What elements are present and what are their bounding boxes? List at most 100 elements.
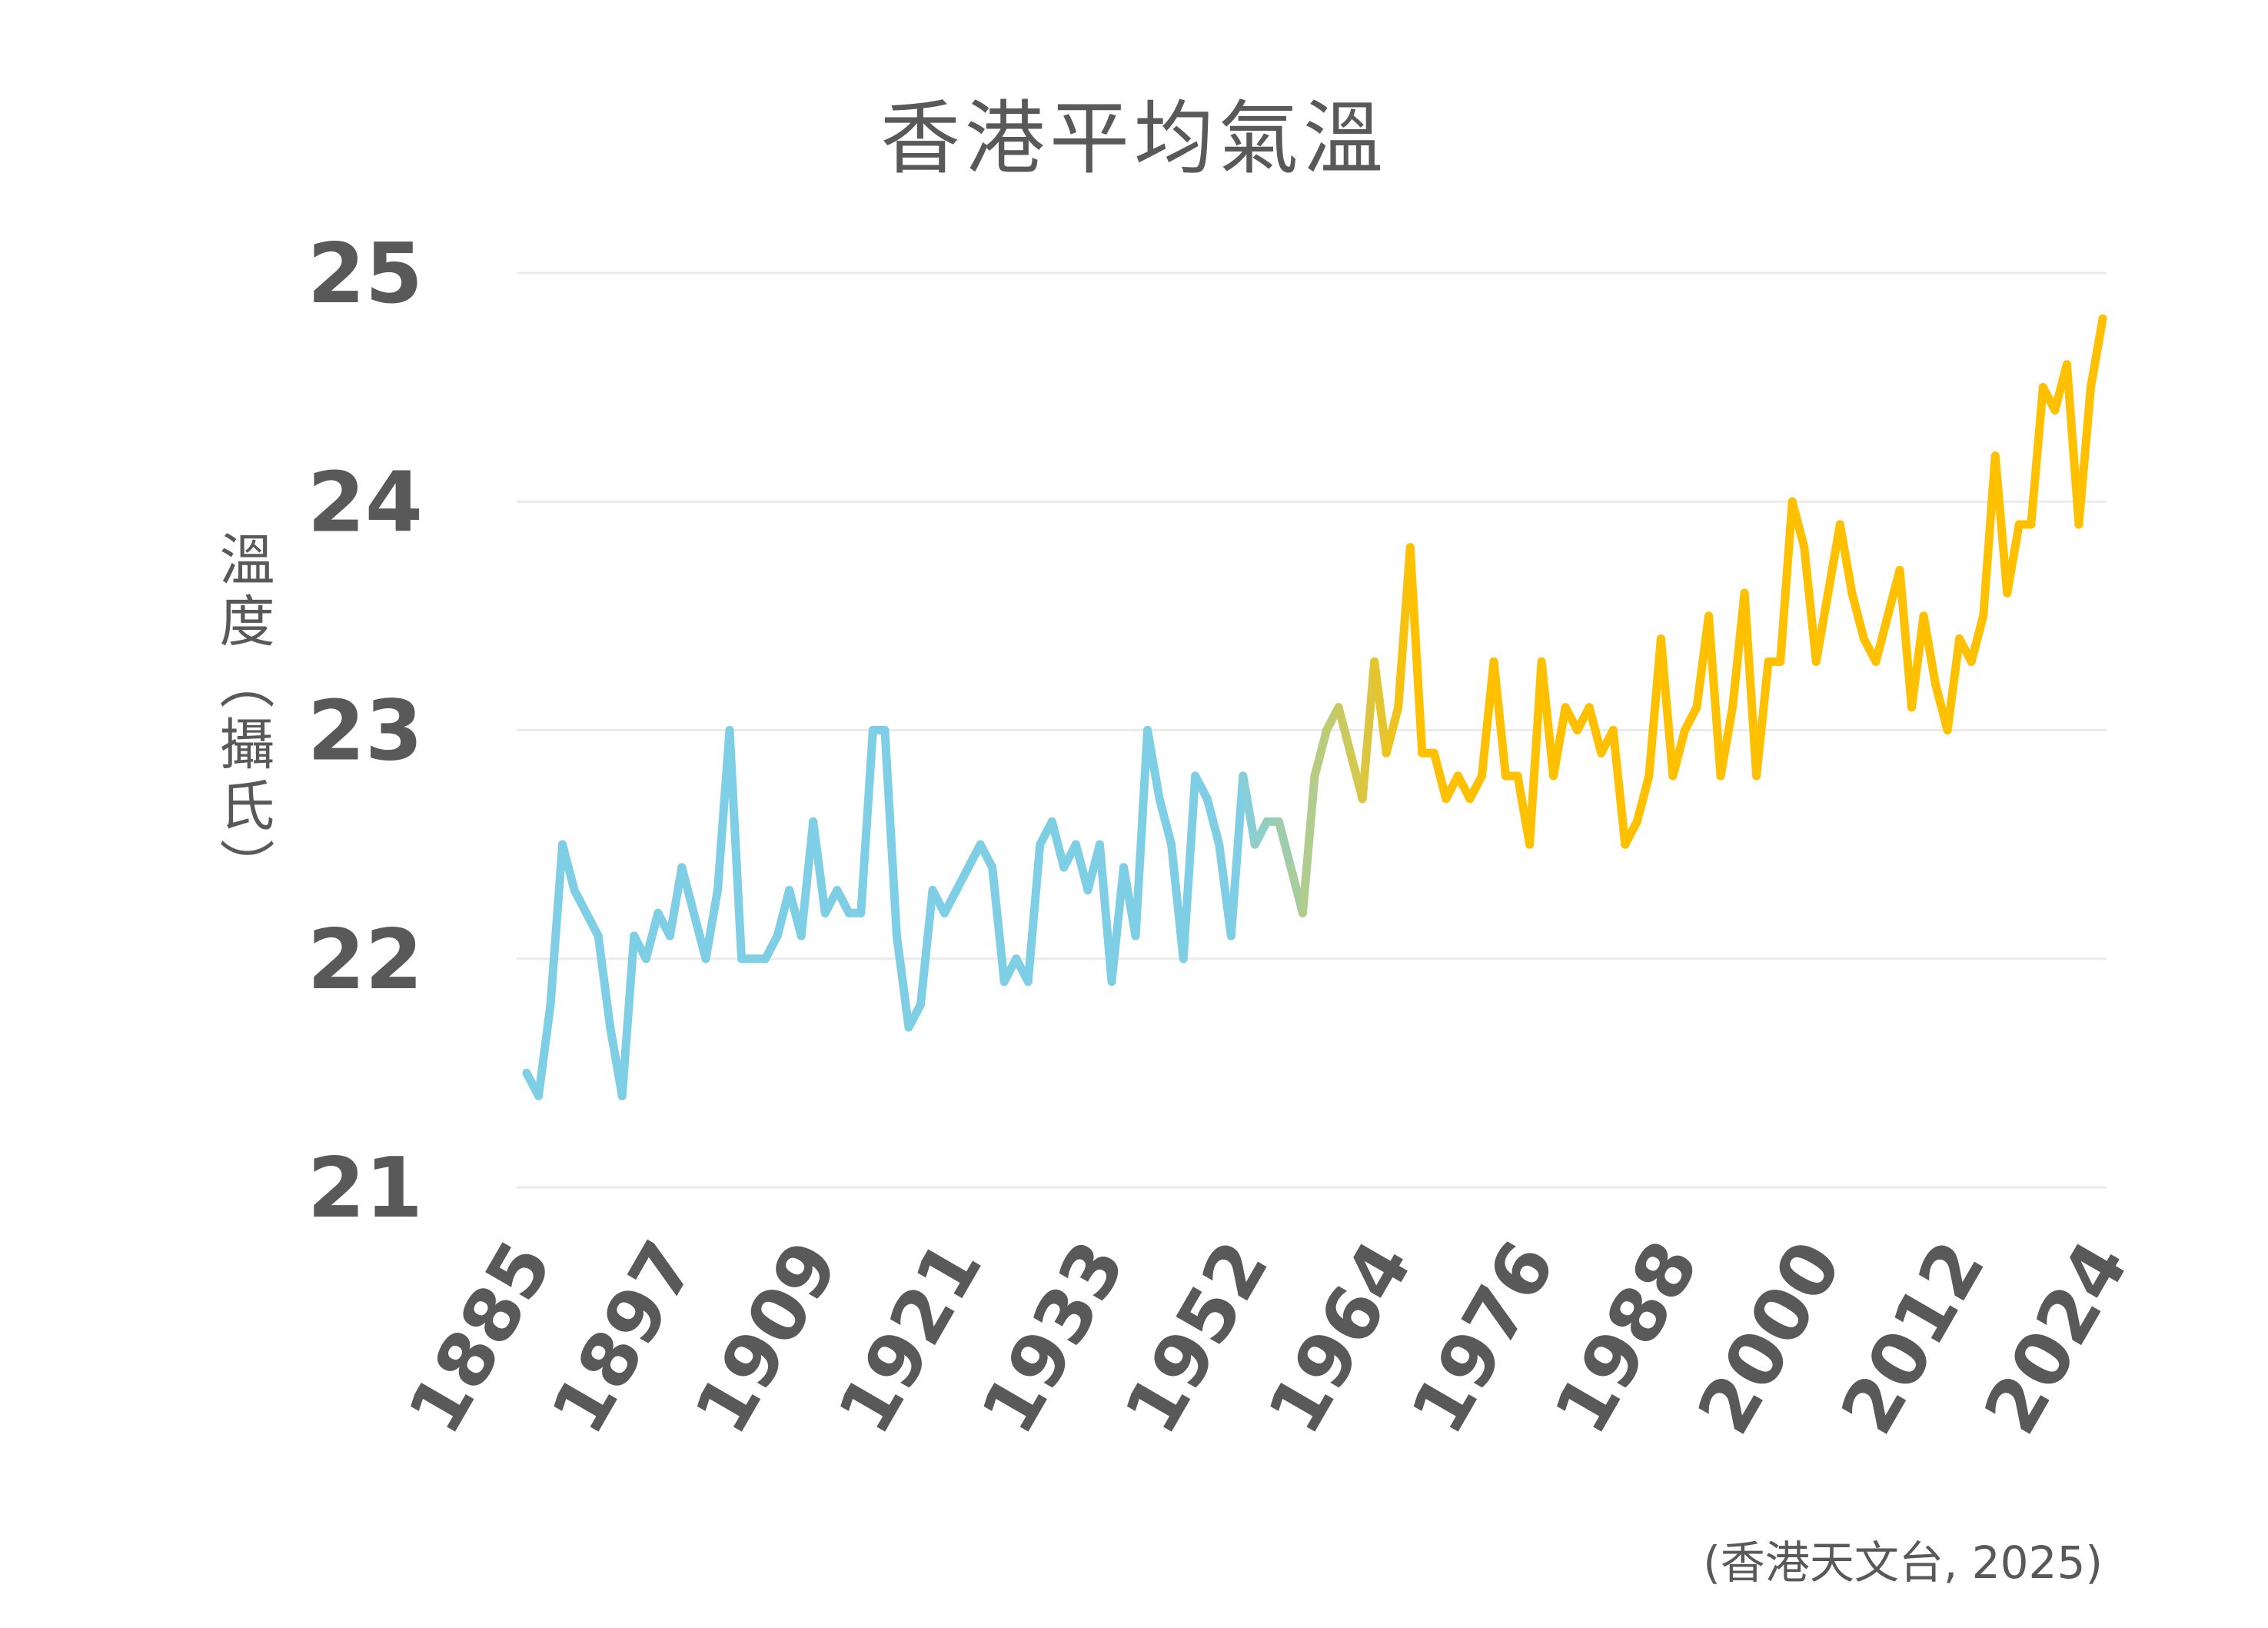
y-tick-label: 21 (308, 1140, 423, 1237)
data-point (1394, 703, 1403, 712)
data-point (546, 1000, 555, 1009)
data-point (1023, 977, 1033, 986)
data-point (1704, 611, 1713, 621)
data-point (1835, 520, 1844, 529)
series-line-segment (677, 863, 698, 917)
data-point (1883, 611, 1892, 621)
data-point (713, 886, 722, 895)
series-line-segment (952, 863, 973, 895)
data-point (1979, 611, 1988, 621)
series-line-segment (1608, 726, 1630, 849)
data-point (1298, 908, 1307, 917)
data-point (1919, 611, 1928, 621)
series-line-segment (1704, 611, 1725, 781)
series-line-segment (1621, 817, 1641, 849)
series-line-segment (1226, 771, 1248, 941)
series-line-segment (2027, 383, 2047, 529)
series-line-segment (1334, 703, 1355, 757)
series-line-segment (1811, 588, 1833, 666)
data-point (892, 931, 901, 941)
series-line-segment (1239, 771, 1259, 849)
series-line-segment (1298, 771, 1319, 917)
data-point (1549, 771, 1558, 781)
data-point (2014, 520, 2024, 529)
data-point (1358, 794, 1367, 804)
data-point (988, 863, 997, 872)
x-tick-label: 2012 (1824, 1227, 2002, 1448)
series-line-segment (534, 1000, 555, 1100)
series-line-segment (1656, 634, 1678, 781)
data-point (1418, 748, 1427, 757)
y-tick-label: 23 (308, 684, 423, 780)
data-point (940, 908, 949, 917)
data-point (1716, 771, 1725, 781)
data-point (904, 1023, 913, 1032)
data-point (1740, 588, 1749, 598)
series-line-segment (1847, 588, 1868, 644)
data-point (952, 886, 961, 895)
data-point (773, 931, 782, 941)
data-point (964, 863, 973, 872)
series-line-segment (1489, 657, 1510, 781)
data-point (2038, 383, 2047, 392)
data-point (1621, 840, 1630, 849)
x-tick-label: 1964 (1252, 1227, 1429, 1448)
data-point (1202, 794, 1212, 804)
series-line-segment (880, 726, 901, 941)
data-point (1155, 794, 1164, 804)
x-tick-label: 1976 (1395, 1227, 1572, 1448)
data-point (1573, 726, 1582, 734)
data-point (689, 908, 698, 917)
series-line-segment (1740, 588, 1761, 781)
series-line-segment (1179, 771, 1200, 964)
series-line-segment (582, 908, 603, 941)
series-line-segment (1752, 657, 1773, 781)
x-tick-label: 1897 (535, 1227, 713, 1448)
data-point (1967, 657, 1976, 666)
data-point (1429, 748, 1438, 757)
x-tick-label: 1885 (391, 1227, 569, 1448)
data-point (868, 726, 877, 734)
data-point (1310, 771, 1319, 781)
series-line-segment (1919, 611, 1940, 689)
series-line-segment (2086, 314, 2107, 392)
data-point (1012, 954, 1021, 964)
data-point (749, 954, 758, 964)
data-point (1405, 543, 1415, 552)
data-point (1871, 657, 1881, 666)
data-point (701, 954, 710, 964)
series-line-segment (1525, 657, 1546, 849)
data-point (1943, 726, 1952, 734)
series-line-segment (1979, 451, 2000, 621)
chart-title: 香港平均氣溫 (880, 92, 1388, 185)
data-point (1585, 703, 1594, 712)
data-point (1262, 817, 1272, 826)
series-line-segment (1800, 543, 1821, 666)
data-point (1442, 794, 1451, 804)
data-point (1071, 840, 1080, 849)
data-point (809, 817, 818, 826)
data-point (641, 954, 650, 964)
data-point (1656, 634, 1665, 644)
data-point (1250, 840, 1259, 849)
data-point (1453, 771, 1462, 781)
data-point (1370, 657, 1379, 666)
data-point (1119, 863, 1129, 872)
series-line-segment (1370, 657, 1391, 757)
x-tick-label: 1933 (965, 1227, 1142, 1448)
data-point (1776, 657, 1785, 666)
series-line-segment (2062, 360, 2083, 529)
data-point (1179, 954, 1188, 964)
data-point (1931, 680, 1940, 689)
data-point (1513, 771, 1522, 781)
y-tick-label: 24 (308, 454, 423, 551)
series-line-segment (1943, 634, 1964, 734)
data-point (1047, 817, 1056, 826)
data-point (1955, 634, 1964, 644)
series-line-segment (916, 886, 937, 1009)
data-point (1501, 771, 1510, 781)
data-point (1107, 977, 1116, 986)
data-point (1286, 863, 1295, 872)
data-point (1274, 817, 1283, 826)
